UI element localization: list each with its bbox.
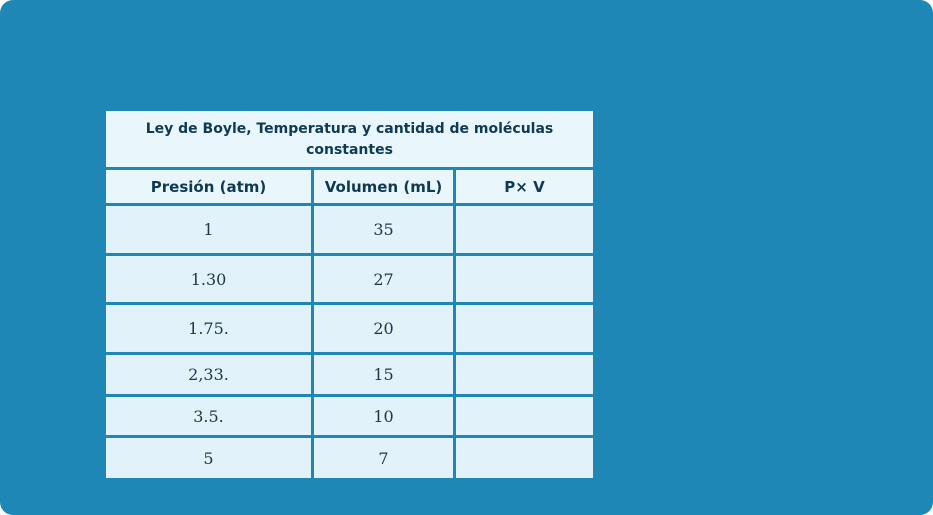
- table-cell-row5-volumen-ml: 10: [314, 397, 453, 435]
- table-cell-row6-volumen-ml: 7: [314, 438, 453, 478]
- table-cell-row2-presion-atm: 1.30: [106, 256, 311, 302]
- boyle-law-table: Ley de Boyle, Temperatura y cantidad de …: [106, 111, 593, 478]
- table-title: Ley de Boyle, Temperatura y cantidad de …: [106, 111, 593, 167]
- table-cell-row4-p-x-v[interactable]: [456, 355, 593, 394]
- table-cell-row3-presion-atm: 1.75.: [106, 305, 311, 352]
- column-header-presion-atm: Presión (atm): [106, 170, 311, 203]
- table-cell-row3-p-x-v[interactable]: [456, 305, 593, 352]
- column-header-p-x-v: P× V: [456, 170, 593, 203]
- table-cell-row6-p-x-v[interactable]: [456, 438, 593, 478]
- table-cell-row6-presion-atm: 5: [106, 438, 311, 478]
- table-cell-row2-volumen-ml: 27: [314, 256, 453, 302]
- table-cell-row5-presion-atm: 3.5.: [106, 397, 311, 435]
- column-header-volumen-ml: Volumen (mL): [314, 170, 453, 203]
- table-cell-row4-presion-atm: 2,33.: [106, 355, 311, 394]
- table-cell-row1-p-x-v[interactable]: [456, 206, 593, 253]
- table-cell-row2-p-x-v[interactable]: [456, 256, 593, 302]
- table-cell-row4-volumen-ml: 15: [314, 355, 453, 394]
- table-cell-row3-volumen-ml: 20: [314, 305, 453, 352]
- table-cell-row1-presion-atm: 1: [106, 206, 311, 253]
- table-cell-row1-volumen-ml: 35: [314, 206, 453, 253]
- table-cell-row5-p-x-v[interactable]: [456, 397, 593, 435]
